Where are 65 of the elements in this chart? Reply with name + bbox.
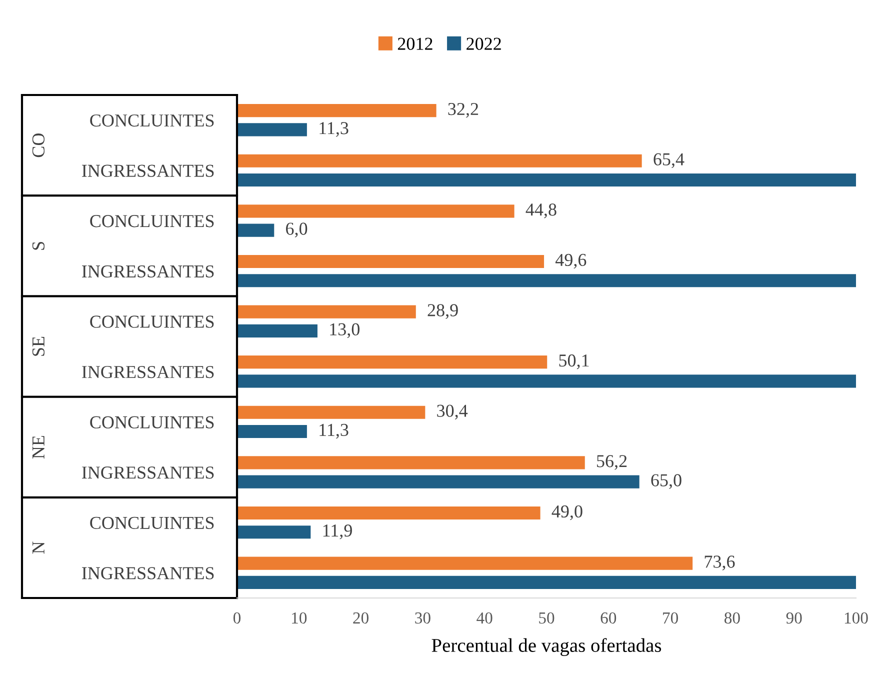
x-tick-label: 50 (539, 612, 554, 624)
bar (237, 305, 416, 318)
legend-label: 2022 (466, 38, 501, 50)
bar (237, 475, 640, 488)
bar (237, 324, 318, 338)
bar (237, 224, 274, 237)
data-label: 49,0 (552, 505, 582, 520)
text: S (32, 242, 45, 250)
data-label: 28,9 (428, 304, 458, 319)
bar (237, 274, 856, 288)
data-label: 11,3 (320, 424, 348, 439)
bar (237, 123, 307, 136)
y-tick-label: CONCLUINTES (90, 516, 214, 529)
y-tick-label: CONCLUINTES (90, 316, 214, 328)
bar (237, 173, 856, 187)
data-label: 11,9 (323, 524, 352, 540)
y-tick-label: INGRESSANTES (82, 265, 214, 278)
y-tick-label: INGRESSANTES (82, 366, 214, 378)
bar (237, 406, 426, 419)
bar (237, 356, 548, 369)
data-label: 32,2 (448, 102, 478, 118)
data-label: 56,2 (597, 455, 627, 470)
x-tick-label: 20 (353, 612, 368, 624)
bar (237, 424, 307, 438)
x-tick-label: 10 (292, 612, 307, 624)
x-tick-label: 30 (415, 612, 430, 624)
data-label: 49,6 (555, 254, 586, 269)
x-tick-label: 70 (663, 612, 678, 624)
text: N (32, 542, 44, 554)
x-tick-label: 40 (476, 612, 492, 624)
data-label: 30,4 (437, 404, 468, 420)
data-label: 73,6 (704, 556, 735, 570)
data-label: 6,0 (286, 222, 308, 238)
y-tick-label: INGRESSANTES (82, 567, 214, 580)
bar (237, 254, 544, 268)
x-tick-label: 0 (233, 612, 241, 624)
bar (237, 576, 856, 589)
data-label: 65,4 (654, 153, 684, 168)
data-label: 11,3 (320, 122, 348, 137)
y-tick-label: CONCLUINTES (90, 215, 214, 228)
data-label: 50,1 (559, 354, 589, 370)
bar (237, 526, 311, 539)
data-label: 44,8 (526, 204, 556, 218)
x-tick-label: 100 (844, 612, 868, 624)
bar (237, 456, 585, 470)
x-tick-label: 80 (724, 612, 740, 624)
text: CO (32, 134, 45, 158)
bar (237, 204, 514, 218)
data-label: 65,0 (651, 474, 682, 489)
text: NE (32, 436, 44, 459)
text: SE (32, 336, 45, 356)
bar (237, 556, 693, 570)
x-tick-label: 90 (786, 612, 802, 624)
y-tick-label: CONCLUINTES (90, 416, 214, 428)
data-label: 13,0 (330, 323, 360, 338)
bar (237, 104, 436, 118)
x-tick-label: 60 (600, 612, 616, 624)
bar (237, 154, 642, 168)
y-tick-label: INGRESSANTES (82, 164, 214, 177)
legend-label: 2012 (398, 38, 432, 50)
bar (237, 506, 540, 520)
y-tick-label: CONCLUINTES (90, 114, 214, 127)
x-axis-title: Percentual de vagas ofertadas (432, 638, 662, 656)
y-tick-label: INGRESSANTES (82, 466, 214, 479)
bar (237, 374, 856, 388)
